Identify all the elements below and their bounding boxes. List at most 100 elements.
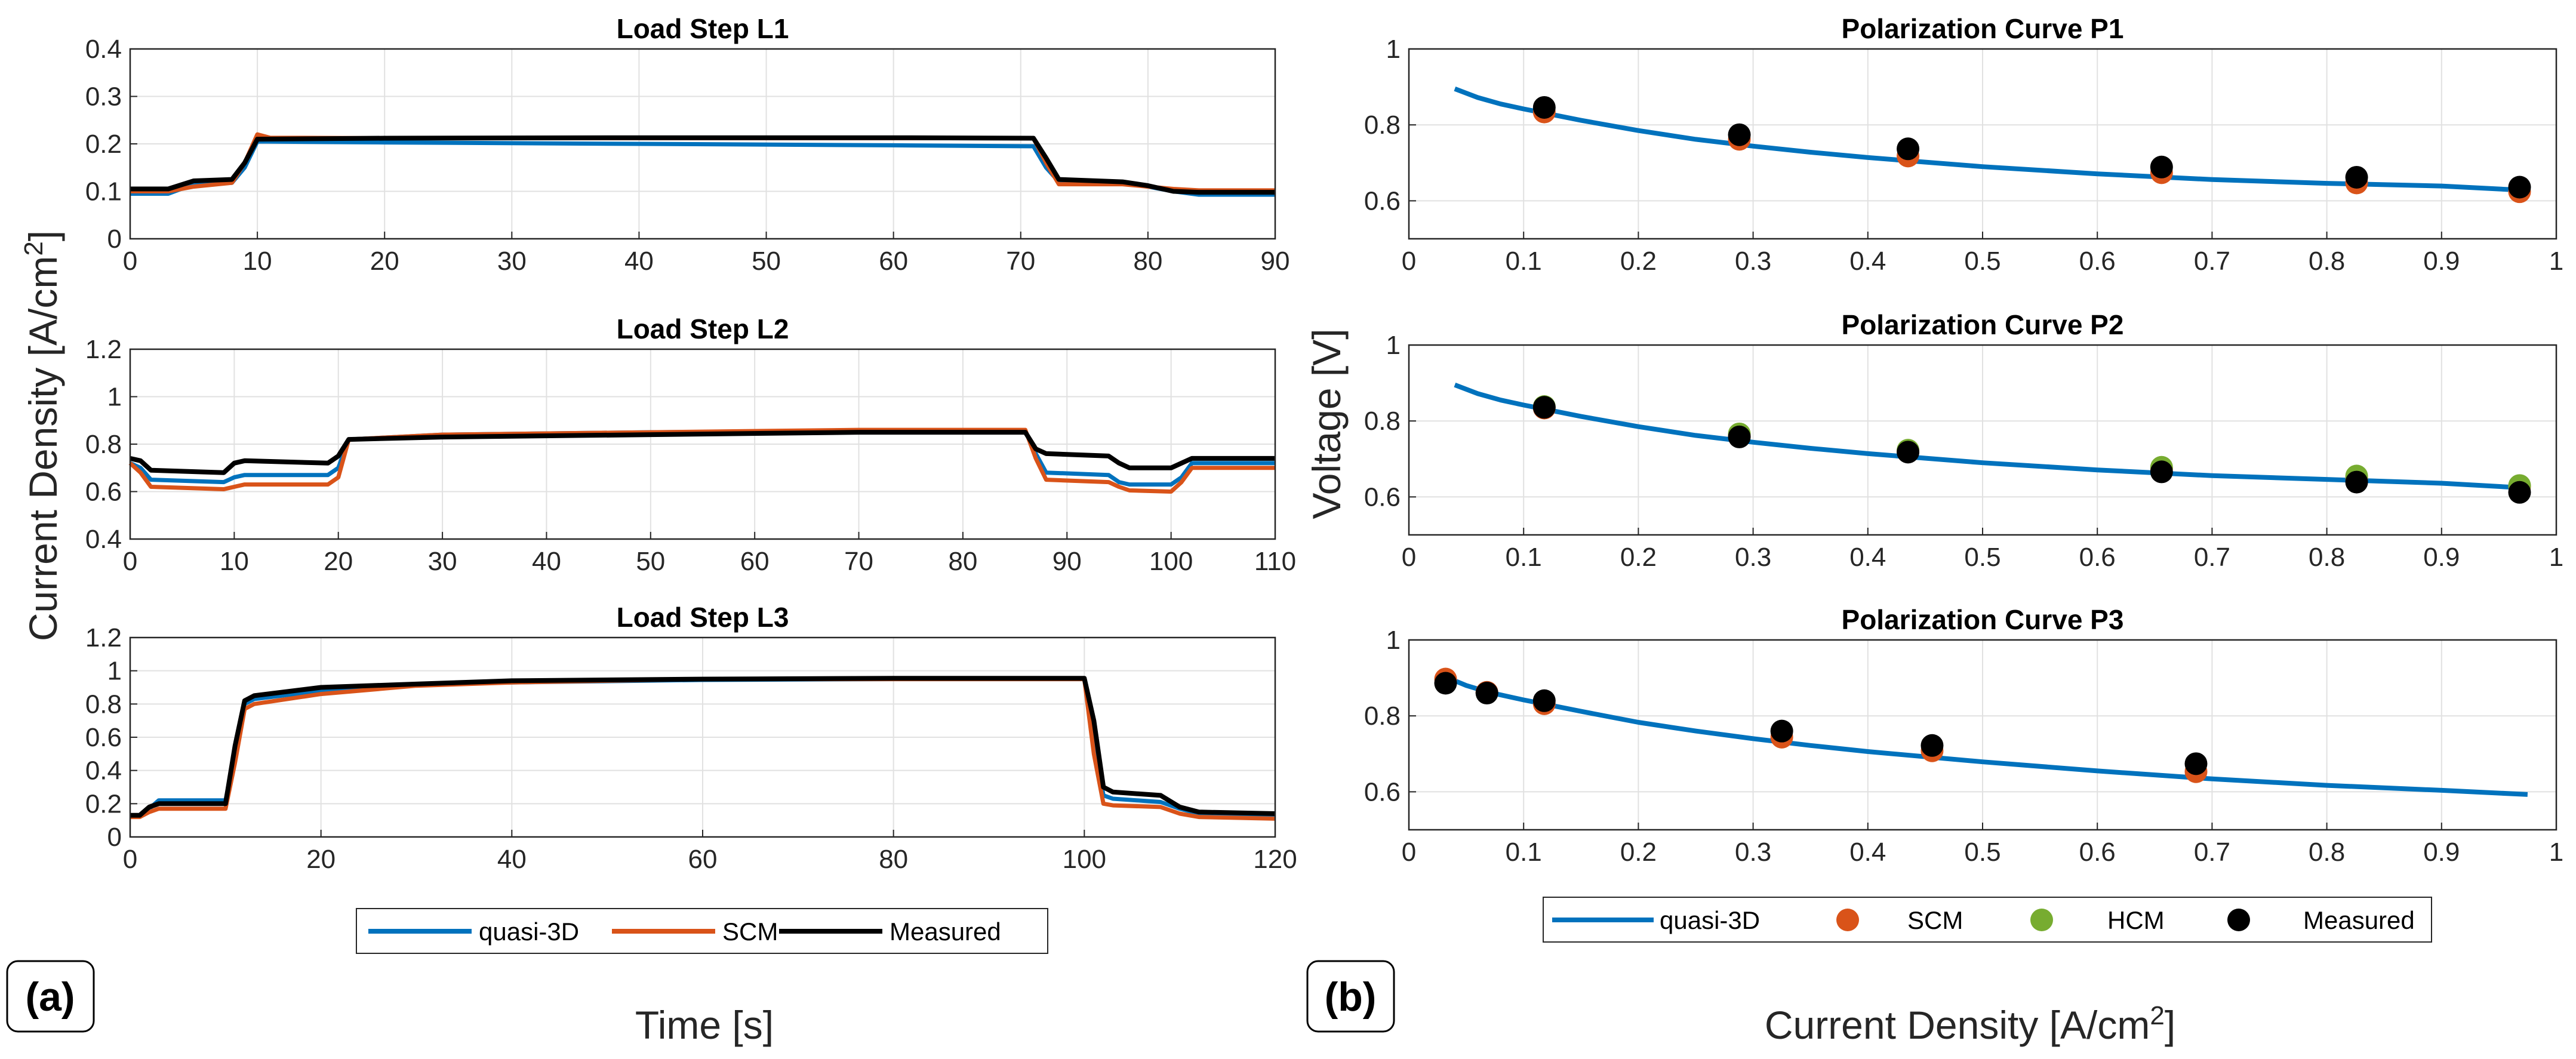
x-tick-label: 120 xyxy=(1253,845,1297,874)
panel-b-label-box: (b) xyxy=(1306,960,1395,1033)
x-tick-label: 0.3 xyxy=(1735,543,1771,572)
x-tick-label: 0 xyxy=(123,845,137,874)
x-tick-label: 0 xyxy=(1402,838,1416,867)
panel-b-xlabel: Current Density [A/cm2] xyxy=(1765,1001,2175,1047)
x-tick-label: 110 xyxy=(1254,547,1296,576)
x-tick-label: 70 xyxy=(844,547,873,576)
axes-frame xyxy=(129,348,1276,540)
y-tick-label: 1.2 xyxy=(85,623,122,652)
series-line-quasi3d xyxy=(1454,383,2522,491)
axes-frame xyxy=(129,48,1276,240)
legend-b-scm-label: SCM xyxy=(1907,906,1963,934)
axes-frame xyxy=(1408,344,2557,536)
x-tick-label: 10 xyxy=(220,547,249,576)
y-tick-label: 0.8 xyxy=(85,430,122,459)
x-tick-label: 60 xyxy=(740,547,770,576)
legend-b-hcm-label: HCM xyxy=(2107,906,2165,934)
point-measured xyxy=(2508,176,2531,199)
y-tick-label: 0 xyxy=(107,224,122,254)
x-tick-label: 0.9 xyxy=(2423,543,2460,572)
point-measured xyxy=(1897,441,1920,464)
y-tick-label: 1 xyxy=(1386,331,1401,360)
y-tick-label: 0.6 xyxy=(1364,186,1401,216)
series-line-quasi3d xyxy=(1454,87,2522,193)
subplot-title: Polarization Curve P2 xyxy=(1842,309,2124,340)
legend-b-scm-marker xyxy=(1836,909,1859,931)
x-tick-label: 50 xyxy=(636,547,665,576)
legend-a: quasi-3D SCM Measured xyxy=(356,908,1048,954)
x-tick-label: 0.1 xyxy=(1506,543,1542,572)
subplot-title: Load Step L2 xyxy=(617,313,789,344)
x-tick-label: 60 xyxy=(688,845,718,874)
point-measured xyxy=(2150,460,2173,484)
axes-frame xyxy=(1408,639,2557,831)
point-measured xyxy=(1897,137,1920,161)
x-tick-label: 0.8 xyxy=(2309,247,2345,276)
y-tick-label: 0.2 xyxy=(85,789,122,818)
y-tick-label: 0.8 xyxy=(1364,701,1401,731)
subplot-1: 0 10 20 30 40 50 60 70 80 90 0 0.1 0.2 0.3 0.4 Load Ste… xyxy=(85,13,1290,276)
x-tick-label: 1 xyxy=(2549,247,2563,276)
y-tick-label: 1 xyxy=(1386,626,1401,655)
panel-b-label: (b) xyxy=(1325,974,1377,1020)
y-tick-label: 0.8 xyxy=(85,689,122,719)
x-tick-label: 100 xyxy=(1063,845,1106,874)
x-tick-label: 0 xyxy=(1402,247,1416,276)
x-tick-label: 0.2 xyxy=(1620,543,1657,572)
x-tick-label: 40 xyxy=(624,247,654,276)
x-tick-label: 0.6 xyxy=(2079,838,2116,867)
panel-a-label-box: (a) xyxy=(6,960,95,1033)
x-tick-label: 90 xyxy=(1261,247,1290,276)
legend-a-scm-label: SCM xyxy=(722,918,778,946)
point-measured xyxy=(1728,425,1751,448)
x-tick-label: 0.6 xyxy=(2079,247,2116,276)
x-tick-label: 20 xyxy=(370,247,399,276)
y-tick-label: 0 xyxy=(107,823,122,852)
x-tick-label: 0.8 xyxy=(2309,543,2345,572)
x-tick-label: 0.6 xyxy=(2079,543,2116,572)
x-tick-label: 10 xyxy=(243,247,272,276)
subplot-title: Polarization Curve P1 xyxy=(1842,13,2124,44)
point-measured xyxy=(1770,719,1793,743)
axes-frame xyxy=(1408,48,2557,240)
x-tick-label: 70 xyxy=(1006,247,1035,276)
legend-b-quasi3d-label: quasi-3D xyxy=(1660,906,1760,934)
panel-a-xlabel: Time [s] xyxy=(635,1003,774,1047)
x-tick-label: 0.4 xyxy=(1849,543,1886,572)
x-tick-label: 20 xyxy=(306,845,336,874)
x-tick-label: 0 xyxy=(123,547,137,576)
subplot-4: 0 0.1 0.2 0.3 0.4 0.5 0.6 0.7 0.8 0.9 1 0.6 0.8 1 Pola… xyxy=(1364,13,2563,276)
series-line-measured xyxy=(130,135,1275,195)
subplot-2: 0 10 20 30 40 50 60 70 80 90 100 110 0.4 0.6 0.8 1 1.2 Lo… xyxy=(85,313,1296,576)
x-tick-label: 0.4 xyxy=(1849,838,1886,867)
point-measured xyxy=(1532,689,1556,712)
x-tick-label: 1 xyxy=(2549,838,2563,867)
y-tick-label: 0.4 xyxy=(85,756,122,786)
series-line-measured xyxy=(130,676,1276,818)
y-tick-label: 0.6 xyxy=(85,478,122,507)
x-tick-label: 100 xyxy=(1149,547,1193,576)
panel-b-ylabel: Voltage [V] xyxy=(1304,328,1349,519)
y-tick-label: 0.4 xyxy=(85,525,122,554)
x-tick-label: 0.9 xyxy=(2423,838,2460,867)
axes-frame xyxy=(129,636,1276,838)
x-tick-label: 0 xyxy=(1402,543,1416,572)
panel-a-ylabel: Current Density [A/cm2] xyxy=(19,230,65,641)
y-tick-label: 0.8 xyxy=(1364,110,1401,140)
subplot-title: Load Step L1 xyxy=(617,13,789,44)
y-tick-label: 1 xyxy=(107,383,122,412)
x-tick-label: 0.1 xyxy=(1506,247,1542,276)
x-tick-label: 0.5 xyxy=(1964,543,2001,572)
x-tick-label: 60 xyxy=(879,247,908,276)
x-tick-label: 0.2 xyxy=(1620,838,1657,867)
legend-b-hcm-marker xyxy=(2030,909,2053,931)
x-tick-label: 0.7 xyxy=(2194,247,2230,276)
y-tick-label: 0.2 xyxy=(85,130,122,159)
x-tick-label: 0.3 xyxy=(1735,247,1771,276)
point-measured xyxy=(1532,96,1556,119)
x-tick-label: 30 xyxy=(428,547,457,576)
point-measured xyxy=(2345,470,2368,494)
point-measured xyxy=(1532,396,1556,419)
